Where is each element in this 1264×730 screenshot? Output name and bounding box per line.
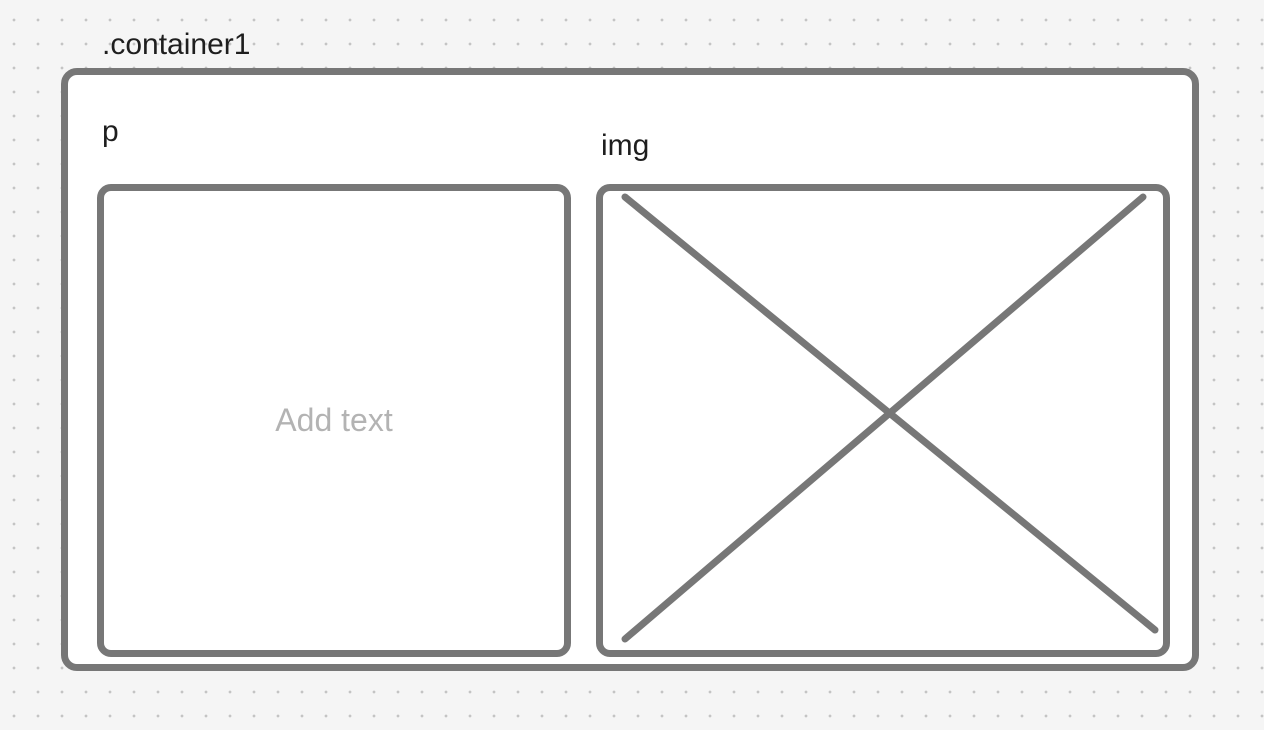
paragraph-label: p xyxy=(102,115,119,148)
image-placeholder-cross-icon xyxy=(621,193,1159,643)
container-label: .container1 xyxy=(102,28,251,61)
paragraph-placeholder-text[interactable]: Add text xyxy=(275,402,393,438)
image-placeholder-box[interactable] xyxy=(596,184,1170,657)
image-label: img xyxy=(601,129,650,162)
cross-line-up xyxy=(621,193,1147,643)
paragraph-box[interactable]: Add text xyxy=(97,184,571,657)
